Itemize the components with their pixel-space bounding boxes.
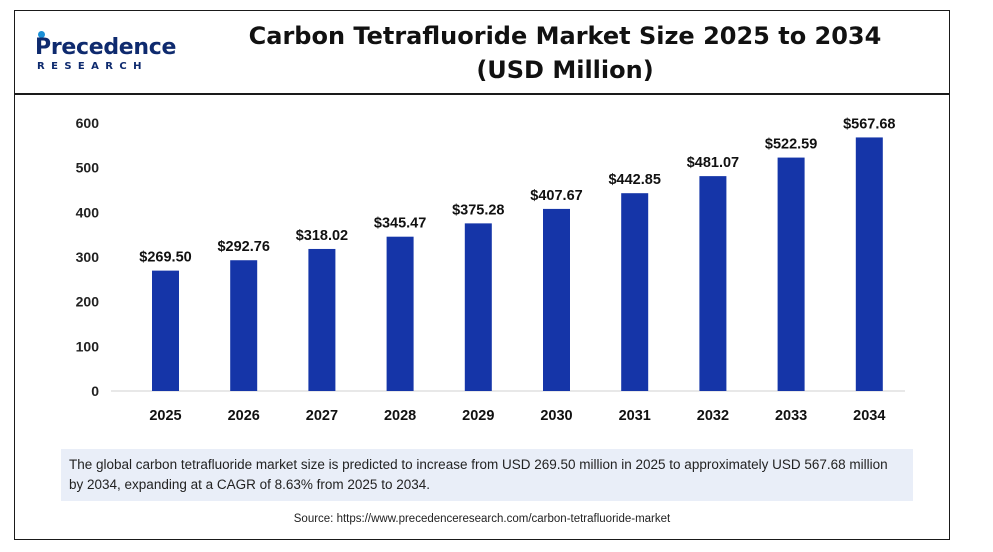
chart-frame: Precedence RESEARCH Carbon Tetrafluoride… [14, 10, 950, 540]
bar [308, 248, 336, 391]
logo-subtitle: RESEARCH [37, 61, 148, 72]
x-tick-label: 2025 [149, 408, 181, 424]
source-citation: Source: https://www.precedenceresearch.c… [293, 513, 671, 525]
chart-title-line1: Carbon Tetrafluoride Market Size 2025 to… [248, 22, 882, 50]
logo-wordmark: Precedence [35, 35, 177, 60]
bar [621, 193, 649, 391]
logo: Precedence RESEARCH [35, 27, 185, 77]
bar [464, 223, 492, 391]
bar [543, 208, 570, 391]
x-tick-label: 2027 [306, 408, 338, 424]
data-label: $345.47 [374, 216, 426, 232]
y-tick-label: 200 [76, 294, 100, 310]
y-tick-label: 400 [76, 204, 100, 220]
data-label: $318.02 [296, 228, 348, 244]
y-tick-label: 100 [76, 338, 100, 354]
data-label: $442.85 [608, 172, 660, 188]
data-label: $375.28 [452, 202, 504, 218]
x-tick-label: 2033 [775, 408, 807, 424]
bar [699, 176, 727, 391]
bar [386, 236, 414, 391]
bar-chart: 0 100 200 300 400 500 600 $269.50 2025 $292.76 202… [76, 115, 905, 424]
bar [152, 270, 179, 391]
data-label: $269.50 [139, 250, 191, 266]
data-label: $292.76 [217, 239, 269, 255]
header: Precedence RESEARCH Carbon Tetrafluoride… [15, 11, 949, 95]
x-tick-label: 2030 [540, 408, 572, 424]
bar [855, 137, 883, 391]
y-tick-label: 300 [76, 249, 100, 265]
data-label: $481.07 [687, 155, 739, 171]
chart-title-line2: (USD Million) [476, 56, 654, 84]
data-label: $567.68 [843, 116, 895, 132]
bar [777, 157, 805, 391]
x-tick-label: 2034 [853, 408, 885, 424]
data-label: $407.67 [530, 188, 582, 204]
y-tick-label: 600 [76, 115, 100, 131]
chart-title: Carbon Tetrafluoride Market Size 2025 to… [235, 19, 895, 87]
x-tick-label: 2031 [619, 408, 651, 424]
data-label: $522.59 [765, 137, 817, 153]
x-tick-label: 2026 [228, 408, 260, 424]
x-tick-label: 2032 [697, 408, 729, 424]
x-tick-label: 2028 [384, 408, 416, 424]
logo-dot-icon [38, 31, 45, 38]
y-tick-label: 0 [91, 383, 99, 399]
x-tick-label: 2029 [462, 408, 494, 424]
summary-note: The global carbon tetrafluoride market s… [61, 449, 913, 501]
y-tick-label: 500 [76, 160, 100, 176]
bar [230, 260, 258, 391]
